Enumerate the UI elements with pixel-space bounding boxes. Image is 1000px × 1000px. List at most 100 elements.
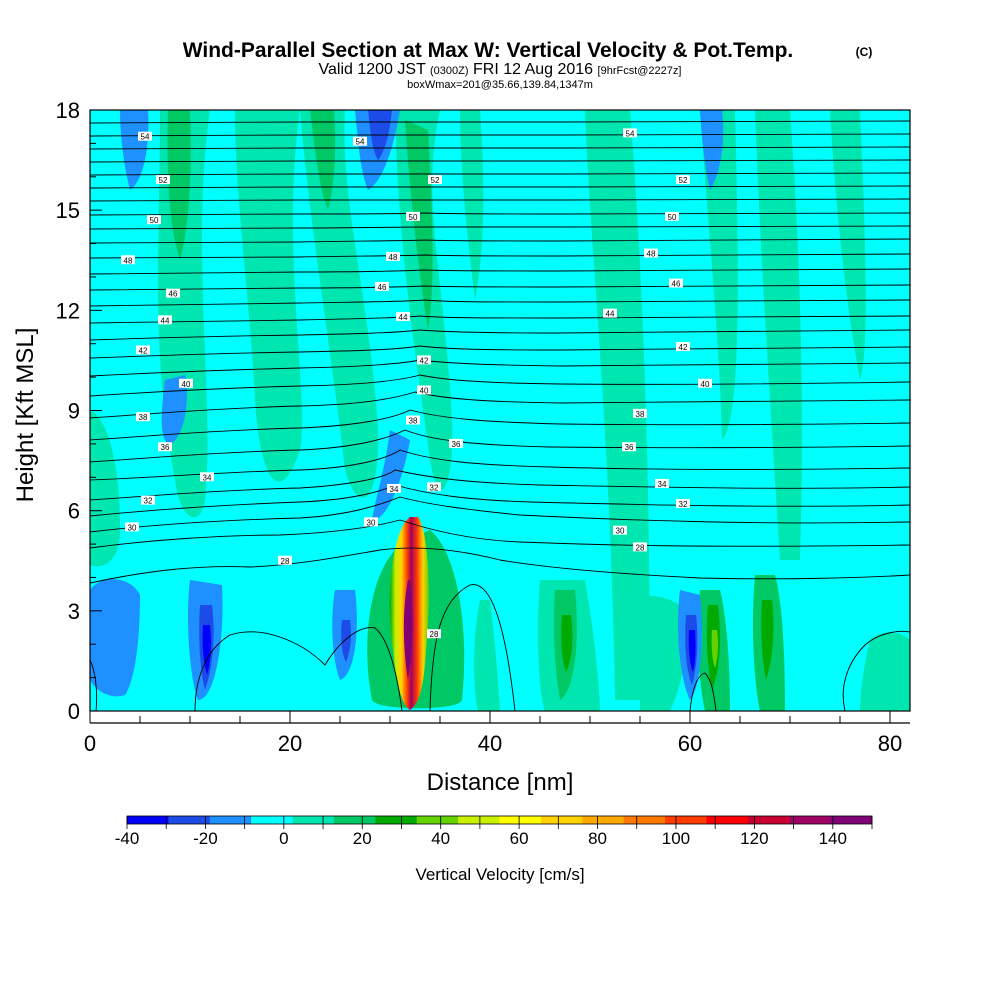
downdraft-region	[372, 430, 410, 520]
contour-label-bg	[158, 442, 172, 452]
contour-label-text: 44	[161, 316, 170, 325]
contour-label-bg	[396, 312, 410, 322]
colorbar-swatch	[706, 816, 749, 824]
contour-label: 28	[427, 629, 441, 639]
theta-contour	[689, 672, 717, 711]
contour-label-bg	[633, 408, 647, 418]
contour-label: 46	[166, 288, 180, 299]
y-tick-label: 0	[68, 699, 80, 724]
plume-region	[300, 110, 379, 498]
contour-label-text: 48	[124, 256, 133, 265]
contour-label-bg	[138, 131, 152, 141]
chart-title: Wind-Parallel Section at Max W: Vertical…	[183, 39, 794, 62]
colorbar-title: Vertical Velocity [cm/s]	[415, 865, 584, 884]
contour-label-bg	[428, 175, 442, 185]
contour-label-text: 48	[389, 253, 398, 262]
contour-label-text: 38	[139, 413, 148, 422]
contour-label-text: 44	[606, 310, 615, 319]
theta-contour	[90, 547, 910, 584]
contour-label: 48	[121, 255, 135, 265]
contour-label-bg	[665, 211, 679, 221]
contour-label-text: 40	[182, 380, 191, 389]
contour-label-bg	[676, 342, 690, 352]
contour-label-text: 54	[356, 138, 365, 147]
contour-label-text: 42	[420, 356, 429, 365]
contour-label-bg	[121, 255, 135, 265]
contour-label-bg	[375, 281, 389, 291]
contour-label-bg	[698, 378, 712, 388]
contour-label: 40	[179, 378, 193, 389]
colorbar-tick-label: -20	[193, 829, 218, 848]
colorbar-swatch	[292, 816, 335, 824]
colorbar-tick-label: 0	[279, 829, 288, 848]
contour-label-text: 36	[452, 440, 461, 449]
colorbar-tick-label: 60	[510, 829, 529, 848]
contour-label: 30	[125, 522, 139, 532]
contour-label-text: 30	[367, 518, 376, 527]
theta-contour	[90, 159, 910, 163]
theta-contour	[90, 519, 910, 549]
contour-label-bg	[655, 478, 669, 488]
contour-label: 34	[387, 483, 401, 494]
theta-contour	[90, 198, 910, 202]
contour-label-bg	[603, 308, 617, 318]
colorbar-swatch	[665, 816, 707, 824]
contour-label-bg	[136, 345, 150, 355]
colorbar-tick-label: 40	[431, 829, 450, 848]
contour-label-bg	[622, 442, 636, 452]
contour-label-bg	[386, 251, 400, 261]
colorbar-tick-label: 120	[740, 829, 768, 848]
contour-label: 40	[698, 378, 712, 389]
colorbar-swatch	[789, 816, 831, 824]
theta-contour	[90, 429, 910, 463]
theta-contour	[90, 172, 910, 176]
contour-label-text: 50	[409, 213, 418, 222]
lowlevel-region	[711, 630, 719, 668]
downdraft-region	[161, 375, 187, 445]
contour-label-text: 42	[139, 346, 148, 355]
contour-label-text: 40	[420, 386, 429, 395]
colorbar-swatch	[499, 816, 542, 824]
contour-label: 52	[428, 175, 442, 185]
contour-label: 48	[644, 248, 658, 259]
contour-label-text: 38	[636, 410, 645, 419]
contour-label-bg	[613, 525, 627, 535]
contour-label-bg	[449, 438, 463, 448]
theta-contour	[90, 146, 910, 150]
contour-label-text: 32	[144, 497, 153, 506]
contour-label: 52	[156, 175, 170, 185]
contour-label-bg	[179, 378, 193, 388]
colorbar-tick-label: 80	[588, 829, 607, 848]
y-tick-label: 15	[56, 198, 80, 223]
downdraft-region	[700, 110, 724, 190]
contour-label-bg	[676, 175, 690, 185]
contour-label: 36	[158, 442, 172, 452]
contour-label: 30	[613, 525, 627, 536]
contour-label-text: 46	[169, 290, 178, 299]
contour-label-text: 28	[636, 543, 645, 552]
contour-label-bg	[417, 385, 431, 395]
x-tick-label: 0	[84, 731, 96, 756]
contour-label: 36	[449, 438, 463, 449]
contour-label-text: 36	[161, 443, 170, 452]
theta-contour	[90, 409, 910, 441]
contour-label-text: 54	[141, 133, 150, 142]
contour-label-text: 52	[159, 176, 168, 185]
y-tick-label: 9	[68, 399, 80, 424]
contour-label: 38	[633, 408, 647, 419]
theta-contour	[90, 253, 910, 259]
plume-region	[235, 110, 303, 482]
y-tick-label: 18	[56, 98, 80, 123]
contour-label-text: 34	[658, 480, 667, 489]
contour-label: 30	[364, 517, 378, 527]
contour-label: 48	[386, 251, 400, 262]
colorbar-swatch	[333, 816, 376, 824]
contour-label-bg	[417, 355, 431, 365]
theta-contour	[90, 212, 910, 216]
colorbar-swatch	[209, 816, 252, 824]
lowlevel-region	[90, 410, 120, 567]
contour-label: 44	[158, 315, 172, 325]
box-info-subtitle: boxWmax=201@35.66,139.84,1347m	[407, 79, 593, 91]
contour-label-bg	[136, 412, 150, 422]
